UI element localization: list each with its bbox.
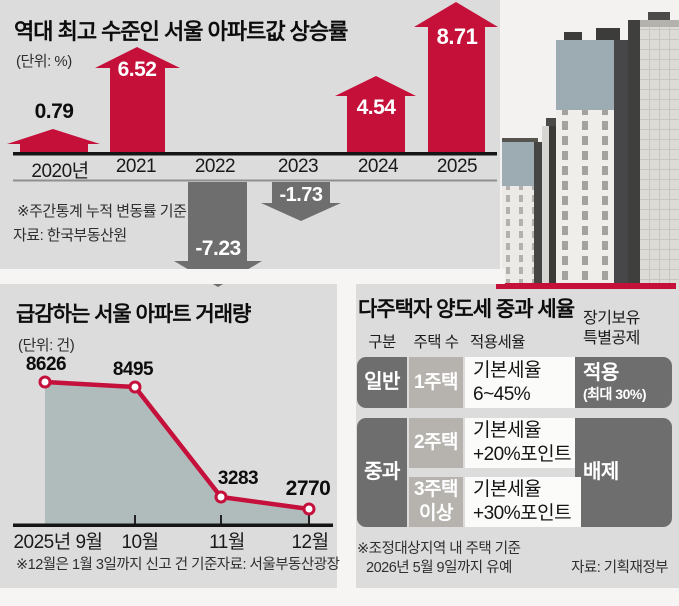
building-roof bbox=[564, 32, 582, 42]
header-gubun: 구분 bbox=[368, 334, 396, 351]
volume-footnote: ※12월은 1월 3일까지 신고 건 기준 bbox=[16, 557, 217, 573]
cell-homes-2-label: 2주택 bbox=[413, 432, 459, 454]
volume-line bbox=[44, 379, 310, 512]
month-label-nov: 11월 bbox=[209, 532, 245, 553]
cell-deduction-apply-line1: 적용 bbox=[583, 362, 619, 385]
building-cap bbox=[556, 40, 614, 110]
top-chart-title: 역대 최고 수준인 서울 아파트값 상승률 bbox=[14, 19, 348, 44]
axis-subline bbox=[13, 179, 497, 182]
value-2021: 6.52 bbox=[117, 58, 157, 81]
volume-value-oct: 8495 bbox=[112, 359, 154, 380]
cell-rate-1-line2: 6~45% bbox=[473, 383, 531, 405]
cell-homes-3-line2: 이상 bbox=[419, 503, 453, 524]
month-label-oct: 10월 bbox=[121, 532, 159, 553]
vertical-divider bbox=[337, 284, 356, 588]
header-deduction-line1: 장기보유 bbox=[583, 310, 640, 327]
header-homes: 주택 수 bbox=[413, 334, 459, 351]
year-label-2020: 2020년 bbox=[31, 161, 89, 182]
year-label-2021: 2021 bbox=[115, 156, 157, 177]
x-axis bbox=[13, 523, 333, 527]
axis-baseline bbox=[13, 152, 497, 156]
month-label-dec: 12월 bbox=[291, 532, 329, 553]
volume-source: 자료: 서울부동산광장 bbox=[216, 557, 340, 573]
cell-rate-2-line1: 기본세율 bbox=[473, 420, 541, 442]
value-2025: 8.71 bbox=[436, 24, 478, 49]
cell-rate-1-line1: 기본세율 bbox=[473, 359, 541, 381]
volume-area-chart bbox=[13, 375, 333, 527]
header-deduction-line2: 특별공제 bbox=[583, 330, 640, 347]
cell-group-surcharge-label: 중과 bbox=[364, 461, 400, 483]
up-arrow-2024 bbox=[335, 76, 416, 152]
cell-homes-3-line1: 3주택 bbox=[413, 479, 459, 501]
header-rate: 적용세율 bbox=[470, 334, 526, 351]
point-dec bbox=[302, 502, 316, 516]
up-arrow-2021 bbox=[95, 47, 180, 152]
cell-rate-2-line2: +20%포인트 bbox=[473, 444, 572, 465]
cell-deduction-exclude-label: 배제 bbox=[583, 461, 619, 483]
building-cap bbox=[502, 142, 534, 186]
building-roof bbox=[648, 12, 670, 22]
building-roof bbox=[502, 138, 538, 144]
building-roof bbox=[596, 28, 620, 42]
building-edge bbox=[628, 20, 640, 288]
tax-footnote-line1: ※조정대상지역 내 주택 기준 bbox=[357, 541, 521, 557]
cell-deduction-exclude: 배제 bbox=[575, 418, 672, 527]
value-2024: 4.54 bbox=[356, 96, 396, 119]
cell-deduction-apply-line2: (최대 30%) bbox=[583, 386, 647, 403]
top-chart-footnote: ※주간통계 누적 변동률 기준 bbox=[17, 203, 187, 220]
point-sep bbox=[38, 375, 52, 389]
up-arrow-2025 bbox=[414, 2, 498, 152]
volume-value-nov: 3283 bbox=[217, 468, 259, 489]
down-arrow-2022 bbox=[174, 182, 262, 287]
volume-footnote-row: ※12월은 1월 3일까지 신고 건 기준 자료: 서울부동산광장 bbox=[16, 553, 340, 574]
horizontal-divider bbox=[0, 269, 505, 284]
year-label-2025: 2025 bbox=[436, 156, 478, 177]
year-label-2022: 2022 bbox=[194, 156, 236, 177]
building-edge bbox=[542, 126, 549, 288]
header-deduction: 장기보유 특별공제 bbox=[583, 309, 640, 349]
cell-rate-3-line2: +30%포인트 bbox=[473, 503, 572, 524]
value-2023: -1.73 bbox=[279, 184, 323, 206]
cell-homes-2: 2주택 bbox=[409, 418, 463, 468]
tax-source: 자료: 기획재정부 bbox=[571, 560, 668, 576]
tax-footnote-line2: 2026년 5월 9일까지 유예 bbox=[366, 560, 512, 576]
cell-group-surcharge: 중과 bbox=[357, 418, 407, 527]
cell-rate-3-line1: 기본세율 bbox=[473, 479, 541, 501]
volume-value-dec: 2770 bbox=[285, 477, 331, 500]
volume-chart-title: 급감하는 서울 아파트 거래량 bbox=[16, 303, 251, 326]
month-label-sep: 2025년 9월 bbox=[13, 532, 103, 553]
tax-table-title: 다주택자 양도세 중과 세율 bbox=[358, 298, 575, 321]
bottom-divider bbox=[0, 588, 679, 606]
cell-homes-3: 3주택 이상 bbox=[409, 477, 463, 527]
value-2020: 0.79 bbox=[34, 100, 74, 123]
cell-homes-1-label: 1주택 bbox=[413, 371, 459, 393]
area-fill bbox=[45, 382, 309, 524]
cell-deduction-apply: 적용 (최대 30%) bbox=[575, 357, 672, 408]
top-chart-source: 자료: 한국부동산원 bbox=[13, 227, 127, 244]
volume-value-sep: 8626 bbox=[25, 354, 67, 375]
value-2022: -7.23 bbox=[195, 237, 241, 260]
up-arrow-2020 bbox=[7, 129, 100, 152]
cell-group-general: 일반 bbox=[357, 357, 407, 408]
year-label-2023: 2023 bbox=[277, 156, 319, 177]
building-parapet bbox=[640, 20, 679, 27]
volume-chart-unit: (단위: 건) bbox=[18, 337, 75, 354]
building-roof bbox=[546, 118, 560, 128]
cell-rate-1: 기본세율 6~45% bbox=[465, 357, 581, 408]
price-growth-arrow-chart bbox=[7, 2, 498, 287]
cell-homes-1: 1주택 bbox=[409, 357, 463, 408]
down-arrow-2023 bbox=[261, 182, 341, 221]
apartment-buildings-photo bbox=[500, 0, 679, 288]
photo-underline bbox=[496, 283, 676, 289]
point-oct bbox=[128, 380, 142, 394]
top-chart-unit: (단위: %) bbox=[16, 53, 72, 70]
point-nov bbox=[214, 490, 228, 504]
year-label-2024: 2024 bbox=[357, 156, 399, 177]
cell-rate-2: 기본세율 +20%포인트 bbox=[465, 418, 581, 468]
building-facade bbox=[640, 20, 679, 288]
cell-group-general-label: 일반 bbox=[364, 371, 400, 393]
cell-rate-3: 기본세율 +30%포인트 bbox=[465, 477, 581, 527]
